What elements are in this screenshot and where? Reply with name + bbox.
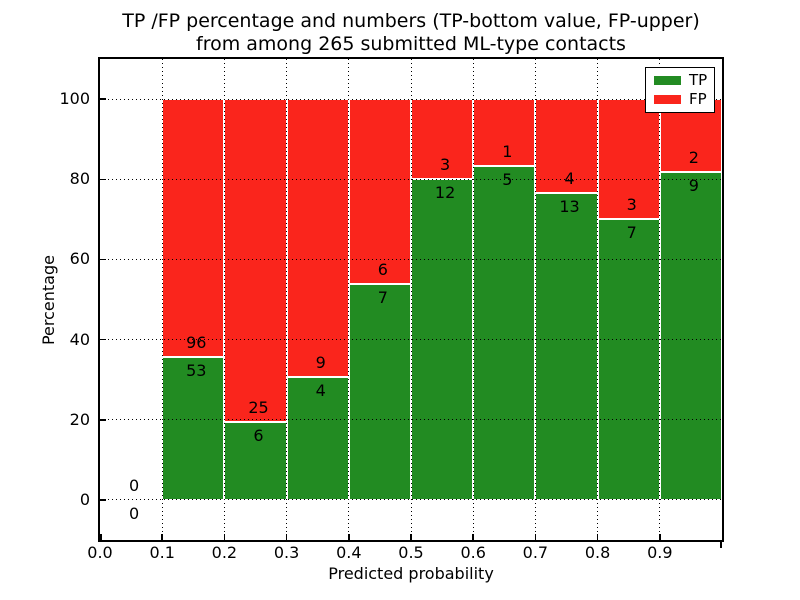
tp-count-label: 13 xyxy=(559,197,580,217)
legend-swatch-fp xyxy=(654,95,681,104)
x-tick-mark-end xyxy=(720,542,722,548)
x-tick-label: 0.7 xyxy=(522,543,549,562)
x-axis-label: Predicted probability xyxy=(328,564,494,583)
tp-count-label: 7 xyxy=(377,288,388,308)
tp-bar-segment xyxy=(224,422,287,500)
vertical-gridline xyxy=(286,59,288,540)
y-tick-label: 40 xyxy=(69,329,90,349)
fp-count-label: 3 xyxy=(440,155,451,175)
vertical-gridline xyxy=(472,59,474,540)
x-tick-label: 0.9 xyxy=(647,543,673,562)
y-tick-label: 0 xyxy=(79,489,90,509)
vertical-gridline xyxy=(161,59,163,540)
x-tick-label: 0.2 xyxy=(211,543,238,562)
x-tick-mark xyxy=(596,534,599,540)
fp-count-label: 1 xyxy=(502,141,513,161)
tp-count-label: 7 xyxy=(626,223,637,243)
x-tick-mark xyxy=(534,534,537,540)
plot-area: 0 0 96 53 25 6 9 4 6 7 3 12 1 5 4 13 3 7 2 9 xyxy=(100,59,722,548)
y-tick-label: 60 xyxy=(69,249,90,269)
fp-bar-segment xyxy=(411,99,474,180)
x-tick-mark xyxy=(348,534,350,540)
legend-item-tp: TP xyxy=(646,71,714,90)
fp-count-label: 4 xyxy=(564,169,575,189)
tp-bar-segment xyxy=(597,219,660,500)
tp-count-label: 4 xyxy=(315,380,326,400)
tp-count-label: 0 xyxy=(129,503,140,523)
vertical-gridline xyxy=(534,59,536,540)
tp-count-label: 5 xyxy=(502,169,513,189)
chart-title-line2: from among 265 submitted ML-type contact… xyxy=(196,33,626,55)
x-tick-label: 0.4 xyxy=(336,543,362,562)
tp-bar-segment xyxy=(162,357,225,500)
y-tick-mark xyxy=(100,178,106,180)
tp-bar-segment xyxy=(348,284,411,500)
fp-bar-segment xyxy=(286,99,349,377)
legend-item-fp: FP xyxy=(646,90,714,109)
x-tick-label: 0.8 xyxy=(584,543,611,562)
legend-swatch-tp xyxy=(654,76,681,85)
y-tick-mark xyxy=(100,98,106,100)
x-tick-label: 0.3 xyxy=(273,543,300,562)
fp-bar-segment xyxy=(348,99,411,285)
tp-bar-segment xyxy=(286,376,349,500)
y-tick-mark xyxy=(100,338,106,341)
fp-count-label: 2 xyxy=(688,147,699,167)
tp-bar-segment xyxy=(659,171,722,500)
tp-count-label: 12 xyxy=(434,183,456,203)
x-tick-mark xyxy=(100,534,102,540)
vertical-gridline xyxy=(410,59,412,540)
x-tick-mark xyxy=(472,534,474,540)
fp-count-label: 6 xyxy=(377,260,388,280)
y-tick-label: 20 xyxy=(69,409,90,429)
x-tick-mark xyxy=(223,534,226,540)
vertical-gridline xyxy=(597,59,599,540)
fp-bar-segment xyxy=(224,99,287,423)
x-tick-label: 0.5 xyxy=(398,543,424,562)
y-tick-mark xyxy=(100,419,106,421)
x-tick-mark xyxy=(659,534,661,540)
fp-bar-segment xyxy=(535,99,598,194)
fp-count-label: 25 xyxy=(248,398,269,418)
tp-bar-segment xyxy=(535,193,598,500)
vertical-gridline xyxy=(348,59,350,540)
fp-count-label: 9 xyxy=(315,352,326,372)
y-tick-mark xyxy=(100,499,106,501)
vertical-gridline xyxy=(223,59,225,540)
vertical-gridline xyxy=(659,59,661,540)
tp-bar-segment xyxy=(473,165,536,500)
fp-count-label: 0 xyxy=(129,475,140,495)
chart-title-line1: TP /FP percentage and numbers (TP-bottom… xyxy=(122,10,700,32)
x-tick-mark xyxy=(410,534,412,540)
legend-label-tp: TP xyxy=(689,71,708,89)
fp-count-label: 96 xyxy=(186,333,207,353)
fp-bar-segment xyxy=(597,99,660,220)
legend: TP FP xyxy=(645,67,715,113)
tp-count-label: 9 xyxy=(688,175,699,195)
y-tick-label: 80 xyxy=(69,169,90,189)
tp-count-label: 6 xyxy=(253,426,264,446)
y-tick-mark xyxy=(100,258,106,261)
y-tick-label: 100 xyxy=(59,89,90,109)
chart-title: TP /FP percentage and numbers (TP-bottom… xyxy=(100,10,722,56)
x-tick-label: 0.0 xyxy=(87,543,113,562)
tp-count-label: 53 xyxy=(186,361,207,381)
y-axis-label: Percentage xyxy=(39,255,58,346)
x-tick-mark xyxy=(161,534,163,540)
legend-label-fp: FP xyxy=(689,90,707,108)
x-tick-mark xyxy=(285,534,288,540)
x-tick-label: 0.1 xyxy=(149,543,175,562)
fp-bar-segment xyxy=(162,99,225,358)
x-tick-label: 0.6 xyxy=(460,543,486,562)
fp-count-label: 3 xyxy=(626,195,637,215)
